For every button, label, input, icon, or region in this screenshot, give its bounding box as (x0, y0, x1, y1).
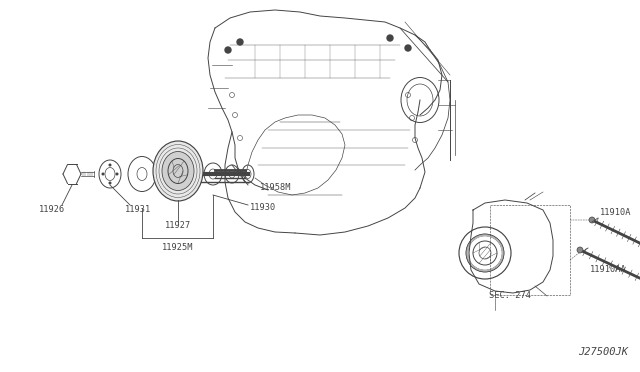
Circle shape (102, 173, 104, 176)
Circle shape (589, 217, 595, 223)
Text: 11910AA: 11910AA (590, 265, 627, 274)
Circle shape (405, 45, 411, 51)
Text: 11931: 11931 (125, 205, 151, 214)
Ellipse shape (162, 151, 194, 190)
Ellipse shape (153, 141, 203, 201)
Text: 11958M: 11958M (260, 183, 291, 192)
Text: 11927: 11927 (165, 221, 191, 230)
Circle shape (109, 164, 111, 167)
Text: 11910A: 11910A (600, 208, 632, 217)
Text: J27500JK: J27500JK (578, 347, 628, 357)
Circle shape (387, 35, 393, 41)
Text: 11925M: 11925M (163, 243, 194, 252)
Circle shape (577, 247, 583, 253)
Text: 11926: 11926 (39, 205, 65, 214)
Circle shape (237, 39, 243, 45)
Text: SEC. 274: SEC. 274 (489, 291, 531, 300)
Text: 11930: 11930 (250, 203, 276, 212)
Circle shape (109, 182, 111, 185)
Circle shape (115, 173, 118, 176)
Circle shape (225, 47, 231, 53)
